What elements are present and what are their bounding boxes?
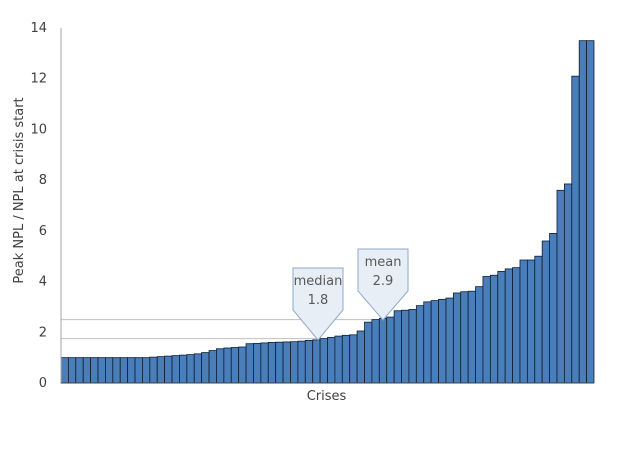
bar: [216, 348, 225, 384]
bar: [149, 356, 158, 384]
bar: [408, 309, 417, 384]
bar: [223, 347, 232, 384]
bar: [571, 75, 580, 384]
bar: [489, 274, 499, 384]
bar: [260, 342, 269, 384]
bar: [349, 334, 358, 384]
bar: [312, 339, 321, 384]
bar: [75, 357, 84, 384]
bar: [245, 343, 254, 384]
bar: [423, 301, 432, 384]
y-tick-label: 8: [39, 173, 47, 188]
axes: [60, 28, 594, 384]
bar: [327, 336, 336, 384]
bar: [563, 183, 573, 384]
bar: [438, 298, 447, 384]
bar: [171, 355, 180, 384]
bar: [549, 232, 558, 384]
y-tick-label: 6: [39, 224, 47, 239]
bar: [541, 240, 550, 384]
bar: [282, 341, 291, 384]
bar: [105, 357, 114, 384]
y-tick-label: 4: [39, 275, 47, 290]
bar: [534, 255, 543, 384]
bar: [556, 189, 565, 384]
callout-median: median 1.8: [292, 267, 344, 341]
bar: [142, 357, 151, 384]
bar: [467, 290, 476, 384]
bar: [445, 297, 454, 384]
y-tick-label: 0: [39, 376, 47, 391]
bar: [519, 259, 528, 384]
bar: [430, 300, 439, 384]
bar: [112, 357, 121, 384]
bar: [267, 342, 277, 384]
bar: [371, 319, 380, 384]
bar: [364, 321, 373, 384]
bar: [90, 357, 99, 384]
bar: [497, 271, 506, 384]
callout-label: mean: [365, 255, 402, 270]
bar: [208, 350, 217, 384]
bar: [319, 338, 328, 384]
bar: [304, 339, 314, 384]
callout-mean: mean 2.9: [357, 248, 409, 321]
callout-value: 1.8: [308, 293, 329, 308]
bar: [526, 259, 536, 384]
bar: [119, 357, 129, 384]
bars: [60, 40, 595, 384]
y-tick-labels: 0 2 4 6 8 10 12 14: [30, 21, 47, 391]
bar: [334, 335, 343, 384]
bar: [393, 310, 402, 384]
y-tick-label: 12: [30, 72, 47, 87]
bar: [356, 330, 365, 384]
bar: [253, 343, 262, 384]
bar: [386, 316, 395, 384]
bar: [341, 334, 351, 384]
bar: [201, 352, 210, 384]
bar: [482, 276, 491, 384]
bar: [512, 267, 521, 384]
bar: [164, 355, 173, 384]
bar: [275, 341, 284, 384]
bar: [504, 268, 513, 384]
bar: [134, 357, 143, 384]
callouts: median 1.8 mean 2.9: [292, 248, 409, 341]
bar: [82, 357, 92, 384]
callout-box: [292, 267, 344, 341]
y-axis-title: Peak NPL / NPL at crisis start: [12, 97, 27, 283]
bar: [586, 40, 595, 384]
bar: [378, 317, 388, 384]
bar: [578, 40, 587, 384]
bar: [415, 305, 425, 384]
bar: [401, 309, 410, 384]
bar: [60, 357, 69, 384]
bar: [179, 354, 188, 384]
bar: [460, 291, 469, 384]
callout-label: median: [294, 274, 343, 289]
bar: [193, 353, 203, 384]
x-axis-title: Crises: [307, 389, 347, 404]
bar: [127, 357, 136, 384]
bar: [186, 354, 195, 384]
bar: [97, 357, 106, 384]
y-tick-label: 10: [30, 122, 47, 137]
bar: [68, 357, 77, 384]
bar: [475, 286, 484, 384]
bar: [156, 356, 166, 384]
bar: [238, 346, 247, 384]
callout-box: [357, 248, 409, 321]
bar: [290, 341, 299, 384]
callout-value: 2.9: [373, 274, 394, 289]
y-tick-label: 14: [30, 21, 47, 36]
bar: [230, 347, 240, 384]
bar: [452, 292, 462, 384]
y-tick-label: 2: [39, 325, 47, 340]
bar: [297, 340, 306, 384]
